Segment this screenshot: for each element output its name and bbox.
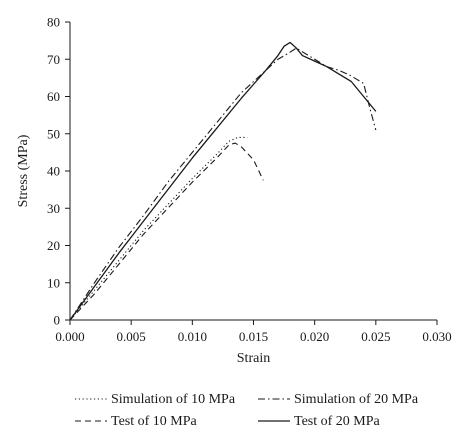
series bbox=[69, 41, 377, 321]
series-line-solid bbox=[69, 41, 377, 321]
legend-item: Simulation of 20 MPa bbox=[258, 392, 419, 407]
x-axis-label: Strain bbox=[237, 351, 270, 366]
legend-item: Test of 20 MPa bbox=[258, 414, 381, 429]
legend-item: Simulation of 10 MPa bbox=[75, 392, 236, 407]
x-tick-label: 0.000 bbox=[55, 329, 84, 344]
y-tick-label: 40 bbox=[47, 164, 60, 179]
x-tick-label: 0.025 bbox=[361, 329, 390, 344]
y-tick-label: 60 bbox=[47, 89, 60, 104]
legend-label: Simulation of 10 MPa bbox=[111, 392, 236, 407]
legend-label: Test of 20 MPa bbox=[294, 414, 381, 429]
axes bbox=[69, 22, 437, 321]
y-tick-label: 70 bbox=[47, 52, 60, 67]
legend-label: Test of 10 MPa bbox=[111, 414, 198, 429]
x-tick-label: 0.020 bbox=[300, 329, 329, 344]
y-tick-label: 0 bbox=[54, 313, 61, 328]
series-line-dotted bbox=[69, 136, 248, 321]
legend-item: Test of 10 MPa bbox=[75, 414, 198, 429]
series-line-dashdot bbox=[69, 47, 377, 321]
y-tick-label: 30 bbox=[47, 201, 60, 216]
legend: Simulation of 10 MPa Simulation of 20 MPa… bbox=[75, 392, 419, 429]
y-tick-label: 10 bbox=[47, 275, 60, 290]
x-tick-label: 0.005 bbox=[117, 329, 146, 344]
legend-label: Simulation of 20 MPa bbox=[294, 392, 419, 407]
ticks: 0.000 0.005 0.010 0.015 0.020 0.025 0.030 0 10 20… bbox=[47, 15, 452, 345]
x-tick-label: 0.015 bbox=[239, 329, 268, 344]
y-tick-label: 50 bbox=[47, 126, 60, 141]
x-tick-label: 0.010 bbox=[178, 329, 207, 344]
y-tick-label: 80 bbox=[47, 15, 60, 30]
y-tick-label: 20 bbox=[47, 238, 60, 253]
series-line-dashed bbox=[69, 142, 264, 321]
x-tick-label: 0.030 bbox=[422, 329, 451, 344]
y-axis-label: Stress (MPa) bbox=[16, 134, 31, 207]
